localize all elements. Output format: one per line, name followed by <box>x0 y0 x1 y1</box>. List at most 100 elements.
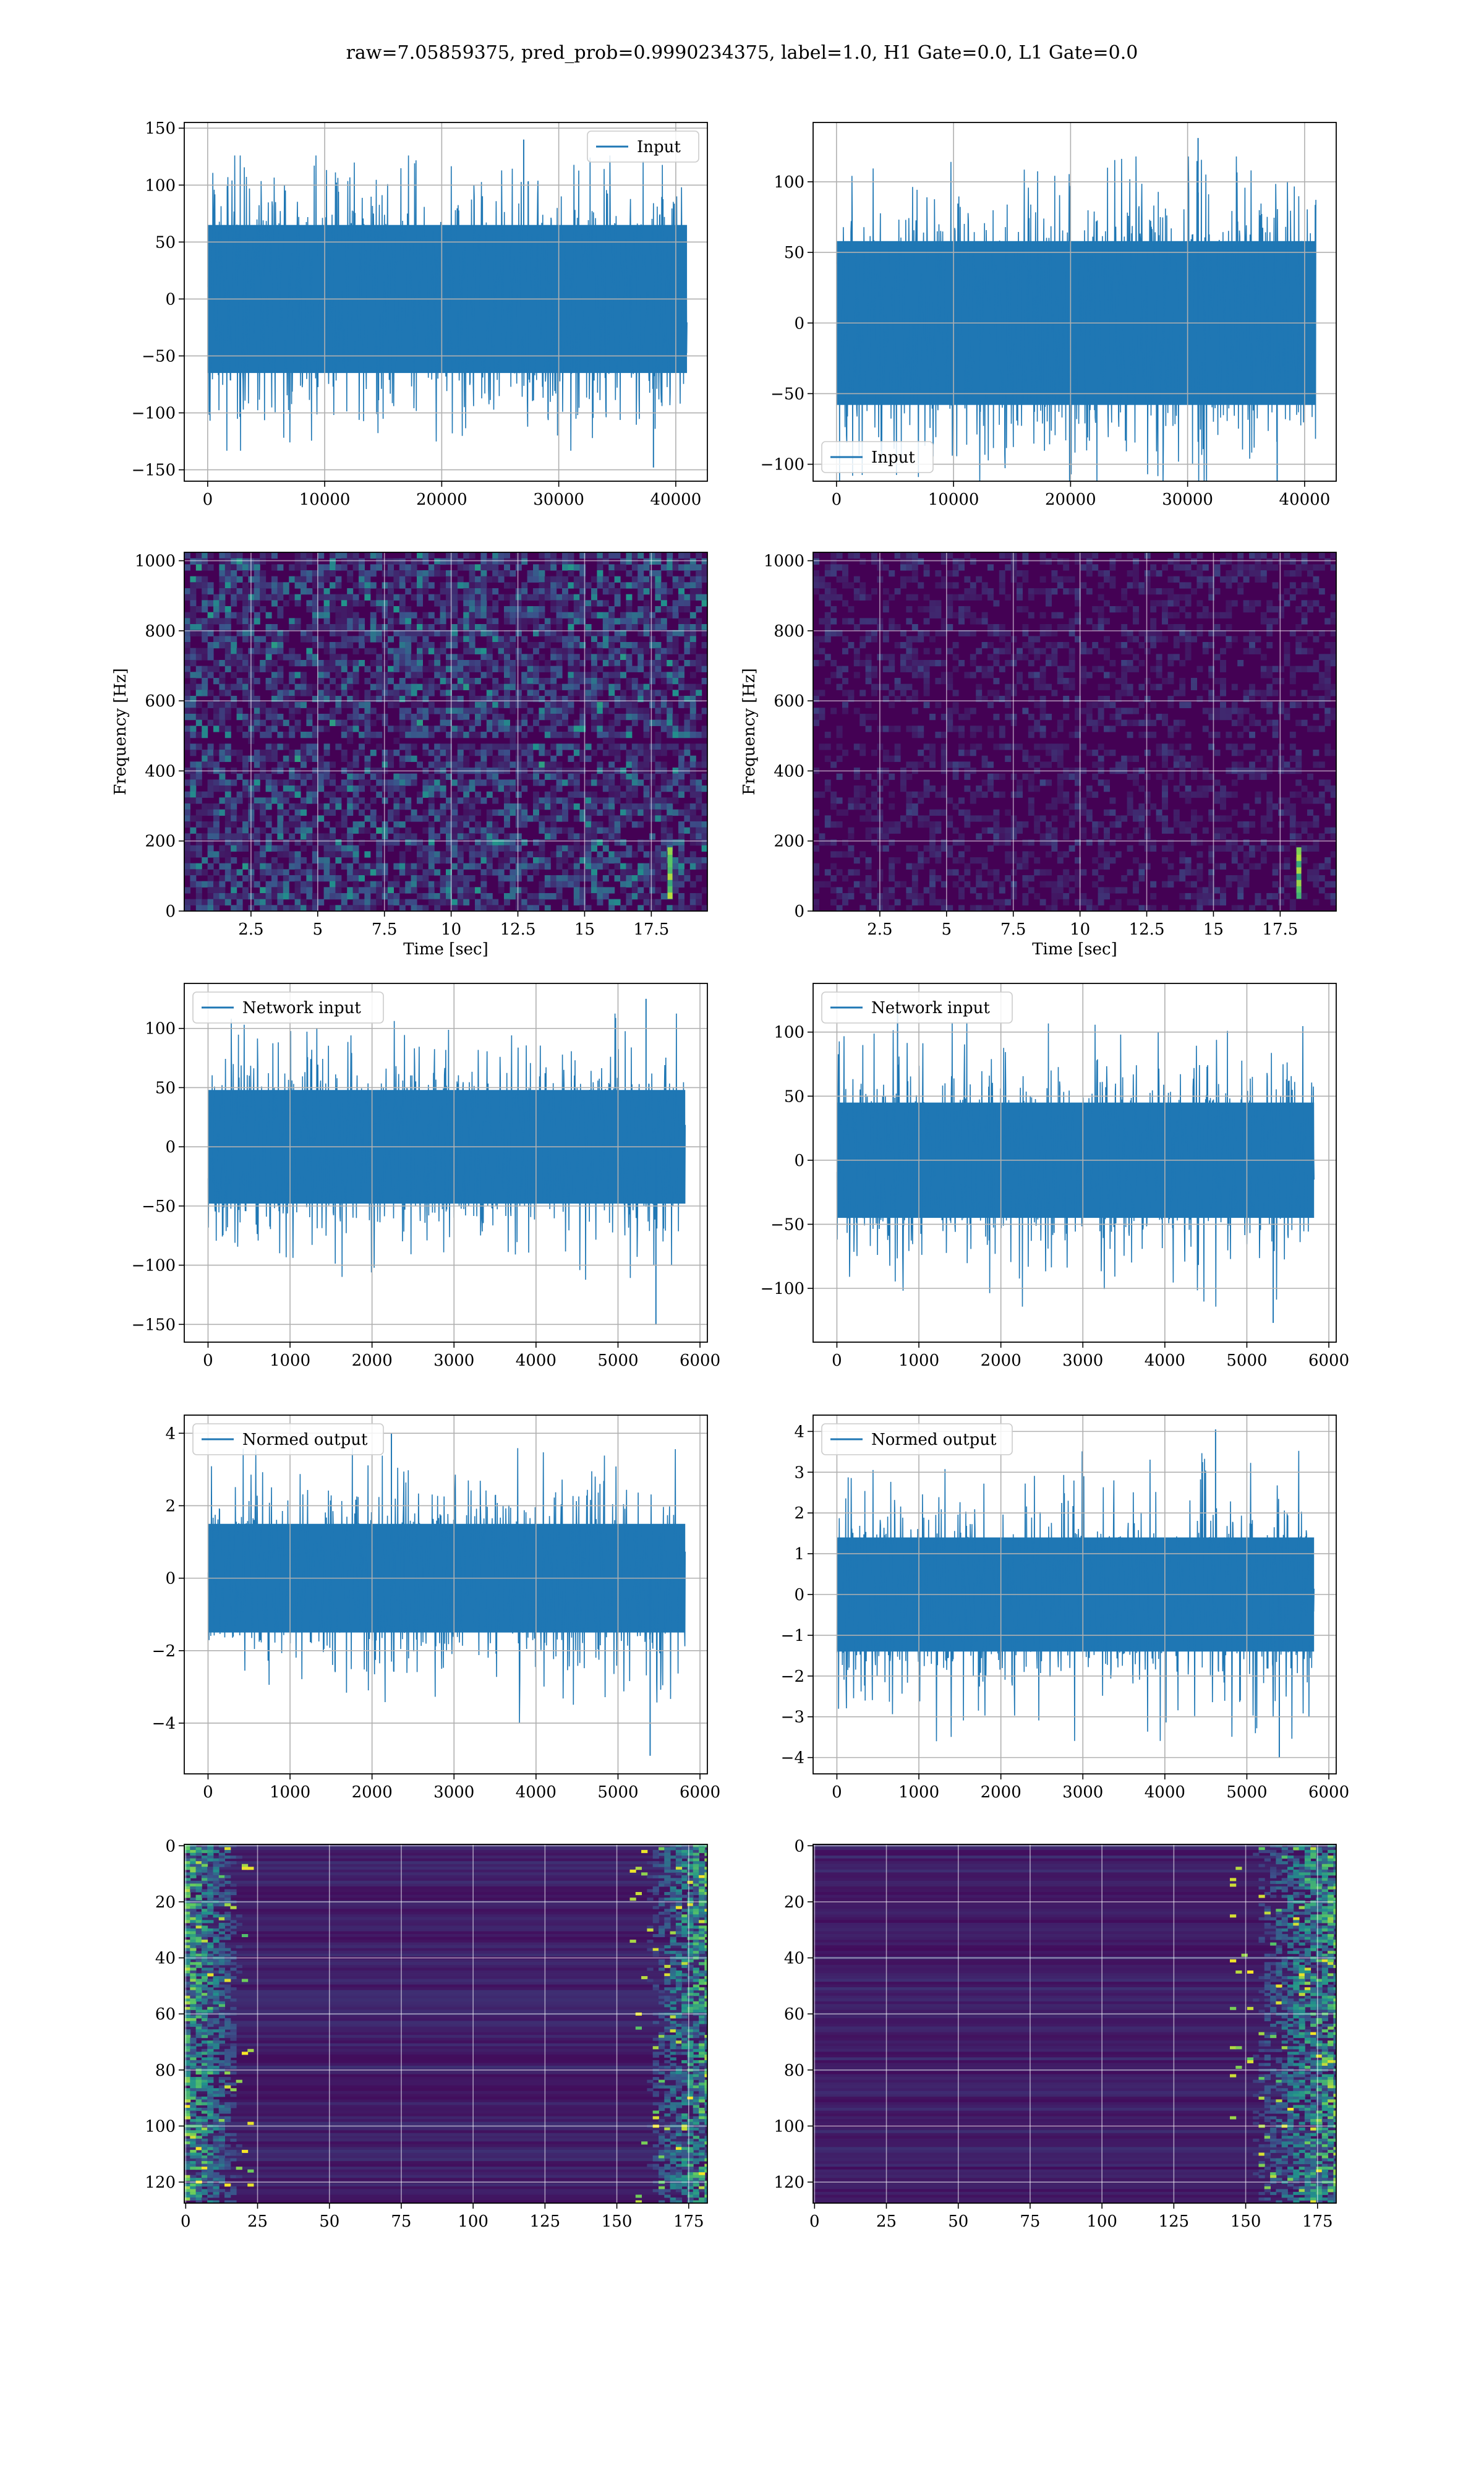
heatmap-cell <box>202 905 208 911</box>
heatmap-cell <box>527 750 534 756</box>
heatmap-cell <box>940 732 947 738</box>
heatmap-cell <box>492 606 499 613</box>
heatmap-cell <box>1057 672 1064 678</box>
heatmap-cell <box>929 660 936 667</box>
heatmap-cell <box>231 552 237 559</box>
heatmap-cell <box>550 564 557 571</box>
heatmap-cell <box>649 582 655 589</box>
heatmap-cell <box>638 839 644 846</box>
heatmap-cell <box>918 821 924 828</box>
heatmap-cell <box>935 701 942 708</box>
heatmap-cell <box>364 570 371 577</box>
heatmap-cell <box>701 887 707 894</box>
heatmap-cell <box>428 851 435 858</box>
heatmap-cell <box>323 594 330 601</box>
heatmap-cell <box>602 887 609 894</box>
heatmap-cell <box>330 582 336 589</box>
heatmap-cell <box>219 785 226 792</box>
heatmap-cell <box>359 600 365 607</box>
heatmap-cell <box>1063 833 1070 840</box>
heatmap-cell <box>492 899 499 905</box>
heatmap-cell <box>312 785 318 792</box>
heatmap-cell <box>918 636 924 643</box>
heatmap-cell <box>958 743 965 750</box>
heatmap-cell <box>550 719 557 726</box>
heatmap-cell <box>655 845 662 852</box>
heatmap-cell <box>260 648 267 654</box>
heatmap-cell <box>643 690 650 696</box>
heatmap-cell <box>952 690 959 696</box>
heatmap-cell <box>871 827 877 834</box>
heatmap-cell <box>224 857 231 864</box>
heatmap-cell <box>562 576 568 583</box>
heatmap-cell <box>323 791 330 798</box>
heatmap-cell <box>463 785 470 792</box>
heatmap-cell <box>830 564 837 571</box>
heatmap-cell <box>701 558 707 565</box>
heatmap-cell <box>900 773 906 780</box>
heatmap-cell <box>556 582 563 589</box>
heatmap-cell <box>1057 791 1064 798</box>
heatmap-cell <box>911 845 918 852</box>
heatmap-cell <box>434 750 441 756</box>
heatmap-cell <box>1051 732 1058 738</box>
heatmap-cell <box>1138 719 1145 726</box>
heatmap-cell <box>236 552 243 559</box>
heatmap-cell <box>620 815 626 822</box>
heatmap-cell <box>405 750 412 756</box>
heatmap-cell <box>352 600 359 607</box>
heatmap-cell <box>434 779 441 786</box>
heatmap-cell <box>370 708 377 714</box>
heatmap-cell <box>330 875 336 882</box>
heatmap-cell <box>405 726 412 732</box>
heatmap-cell <box>504 779 510 786</box>
heatmap-cell <box>620 690 626 696</box>
heatmap-cell <box>451 779 458 786</box>
heatmap-cell <box>1075 552 1081 559</box>
heatmap-cell <box>428 863 435 870</box>
heatmap-cell <box>417 672 423 678</box>
heatmap-cell <box>428 833 435 840</box>
heatmap-cell <box>882 666 889 672</box>
heatmap-cell <box>830 863 837 870</box>
heatmap-cell <box>202 761 208 768</box>
heatmap-cell <box>655 803 662 810</box>
heatmap-cell <box>1109 905 1116 911</box>
heatmap-cell <box>388 893 394 900</box>
heatmap-cell <box>830 708 837 714</box>
heatmap-cell <box>219 875 226 882</box>
heatmap-cell <box>265 815 272 822</box>
heatmap-cell <box>1115 714 1122 721</box>
heatmap-cell <box>202 624 208 631</box>
heatmap-cell <box>579 809 586 816</box>
heatmap-cell <box>1150 683 1157 690</box>
heatmap-cell <box>364 576 371 583</box>
heatmap-cell <box>521 863 528 870</box>
heatmap-cell <box>947 606 953 613</box>
heatmap-cell <box>1133 779 1139 786</box>
heatmap-cell <box>352 696 359 703</box>
heatmap-cell <box>277 606 284 613</box>
heatmap-cell <box>579 552 586 559</box>
heatmap-cell <box>207 893 214 900</box>
heatmap-cell <box>539 642 545 649</box>
heatmap-cell <box>533 570 539 577</box>
heatmap-cell <box>591 630 597 636</box>
heatmap-cell <box>254 726 260 732</box>
heatmap-cell <box>231 821 237 828</box>
heatmap-cell <box>918 791 924 798</box>
heatmap-cell <box>469 719 475 726</box>
heatmap-cell <box>853 797 860 804</box>
heatmap-cell <box>451 881 458 888</box>
heatmap-cell <box>184 815 190 822</box>
heatmap-cell <box>1034 815 1041 822</box>
heatmap-cell <box>382 797 388 804</box>
heatmap-cell <box>236 773 243 780</box>
heatmap-cell <box>283 779 289 786</box>
heatmap-cell <box>643 618 650 625</box>
heatmap-cell <box>660 678 667 685</box>
heatmap-cell <box>521 552 528 559</box>
heatmap-cell <box>556 618 563 625</box>
heatmap-cell <box>306 863 313 870</box>
heatmap-cell <box>1068 821 1075 828</box>
